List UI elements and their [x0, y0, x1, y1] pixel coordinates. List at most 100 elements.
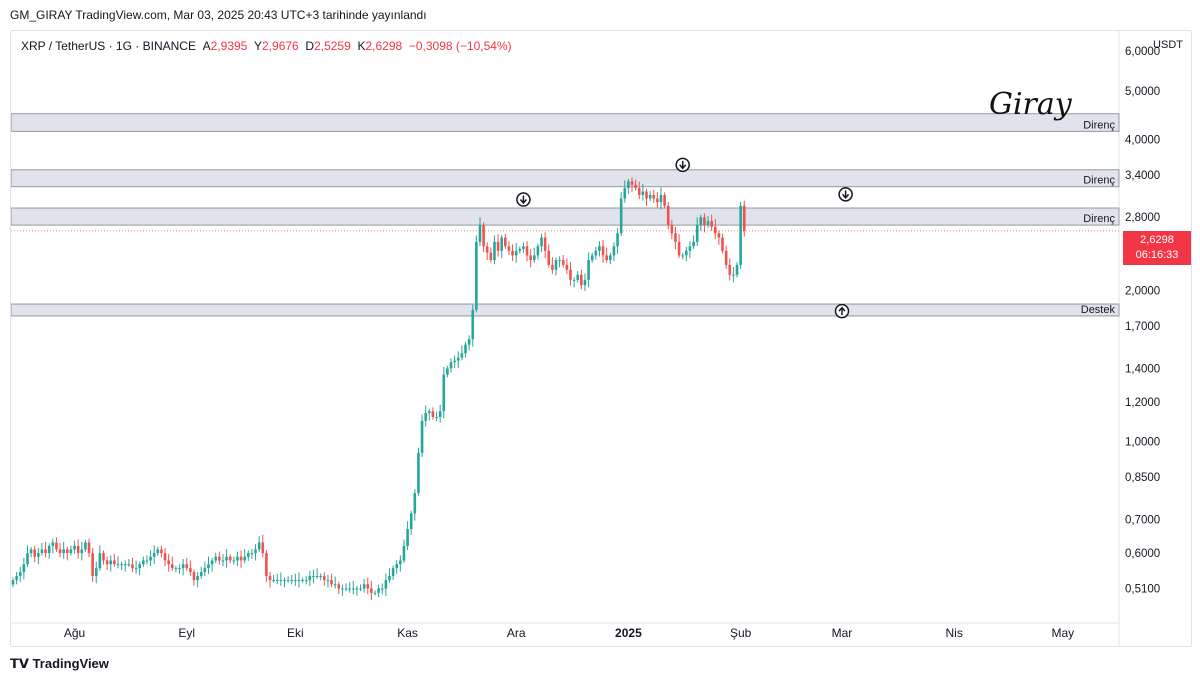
candle-body — [518, 248, 522, 251]
candle-body — [185, 564, 189, 569]
candle-body — [493, 241, 496, 261]
zone-support-3 — [11, 303, 1120, 317]
candle-body — [442, 374, 446, 412]
y-tick-label: 5,0000 — [1125, 86, 1160, 98]
candle-body — [160, 549, 163, 554]
candle-body — [692, 241, 695, 247]
candle-body — [685, 250, 688, 256]
candle-body — [312, 576, 315, 578]
author-signature: Giray — [989, 87, 1072, 122]
candle-body — [294, 580, 297, 582]
candle-body — [417, 452, 420, 494]
candle-body — [199, 572, 203, 577]
candle-body — [142, 560, 145, 565]
x-tick-label: Ağu — [64, 626, 85, 640]
candle-body — [706, 221, 710, 226]
candle-body — [66, 549, 69, 554]
candle-body — [152, 553, 156, 557]
candle-body — [214, 556, 218, 561]
candle-body — [257, 542, 261, 550]
candle-body — [456, 357, 460, 361]
y-tick-label: 1,2000 — [1125, 397, 1160, 409]
candle-body — [18, 572, 22, 577]
candle-body — [377, 588, 380, 593]
candle-body — [344, 588, 348, 590]
candle-body — [170, 564, 174, 569]
y-tick-label: 0,5100 — [1125, 584, 1160, 596]
candle-body — [656, 198, 659, 203]
candle-body — [261, 542, 265, 554]
candle-body — [73, 545, 76, 550]
candle-body — [149, 556, 152, 561]
candle-body — [315, 576, 319, 578]
candle-body — [677, 241, 681, 256]
candle-body — [547, 250, 551, 265]
candle-body — [652, 194, 656, 199]
candle-body — [522, 246, 525, 249]
x-tick-label: Mar — [832, 626, 853, 640]
candle-body — [460, 353, 464, 358]
candle-body — [189, 568, 192, 573]
candle-body — [275, 580, 279, 582]
y-tick-label: 1,0000 — [1125, 437, 1160, 449]
candle-body — [47, 545, 51, 554]
symbol-title[interactable]: XRP / TetherUS · 1G · BINANCE — [21, 39, 196, 53]
candle-body — [554, 260, 558, 270]
candle-body — [688, 246, 692, 251]
symbol-legend: XRP / TetherUS · 1G · BINANCE A2,9395 Y2… — [21, 39, 512, 53]
candle-body — [699, 217, 703, 226]
last-price-value: 2,6298 — [1140, 234, 1174, 246]
candle-body — [384, 580, 388, 589]
y-tick-label: 2,0000 — [1125, 286, 1160, 298]
tradingview-logo[interactable]: 𝗧𝗩 TradingView — [10, 656, 109, 672]
y-tick-label: 0,7000 — [1125, 514, 1160, 526]
candle-body — [225, 556, 228, 561]
candle-body — [218, 556, 221, 561]
chart-panel[interactable]: Direnç Direnç Direnç Destek 6,0000 5,0000 4,00… — [10, 30, 1192, 647]
candle-body — [616, 233, 619, 247]
candle-body — [221, 560, 225, 562]
candle-body — [380, 588, 384, 590]
candle-body — [551, 264, 554, 270]
low-label: D — [305, 39, 315, 53]
quote-currency[interactable]: USDT — [1153, 39, 1183, 51]
candle-body — [341, 588, 344, 590]
candle-body — [399, 560, 402, 565]
candle-body — [163, 553, 167, 561]
candle-body — [395, 564, 399, 569]
candle-body — [254, 549, 257, 554]
close-label: K — [357, 39, 366, 53]
candle-body — [583, 279, 587, 286]
candle-body — [348, 588, 351, 590]
candle-body — [601, 246, 605, 256]
published-info: GM_GIRAY TradingView.com, Mar 03, 2025 2… — [10, 8, 427, 22]
candlestick-chart[interactable]: Direnç Direnç Direnç Destek 6,0000 5,0000 4,00… — [11, 31, 1191, 646]
candle-body — [362, 584, 366, 589]
candle-body — [51, 542, 55, 546]
candle-body — [627, 181, 630, 189]
candle-body — [543, 237, 547, 251]
y-tick-label: 4,0000 — [1125, 134, 1160, 146]
arrow-up-icon — [838, 306, 846, 316]
candle-body — [739, 205, 742, 265]
y-tick-label: 0,6000 — [1125, 548, 1160, 560]
candle-body — [742, 205, 746, 231]
candle-body — [102, 553, 105, 561]
candle-body — [728, 264, 732, 275]
candle-body — [576, 274, 580, 280]
candle-body — [717, 233, 721, 238]
candle-body — [496, 241, 500, 251]
zone-label-3: Destek — [1081, 304, 1116, 316]
close-value: 2,6298 — [365, 39, 403, 53]
x-tick-label: Şub — [730, 626, 752, 640]
candle-body — [391, 568, 395, 577]
candle-body — [525, 246, 529, 256]
candle-body — [721, 237, 724, 251]
candle-body — [449, 362, 453, 369]
low-value: 2,5259 — [314, 39, 351, 53]
candle-body — [612, 246, 616, 256]
candle-body — [366, 584, 370, 589]
zone-label-0: Direnç — [1083, 119, 1115, 131]
candle-body — [337, 584, 341, 589]
candle-body — [279, 580, 283, 582]
